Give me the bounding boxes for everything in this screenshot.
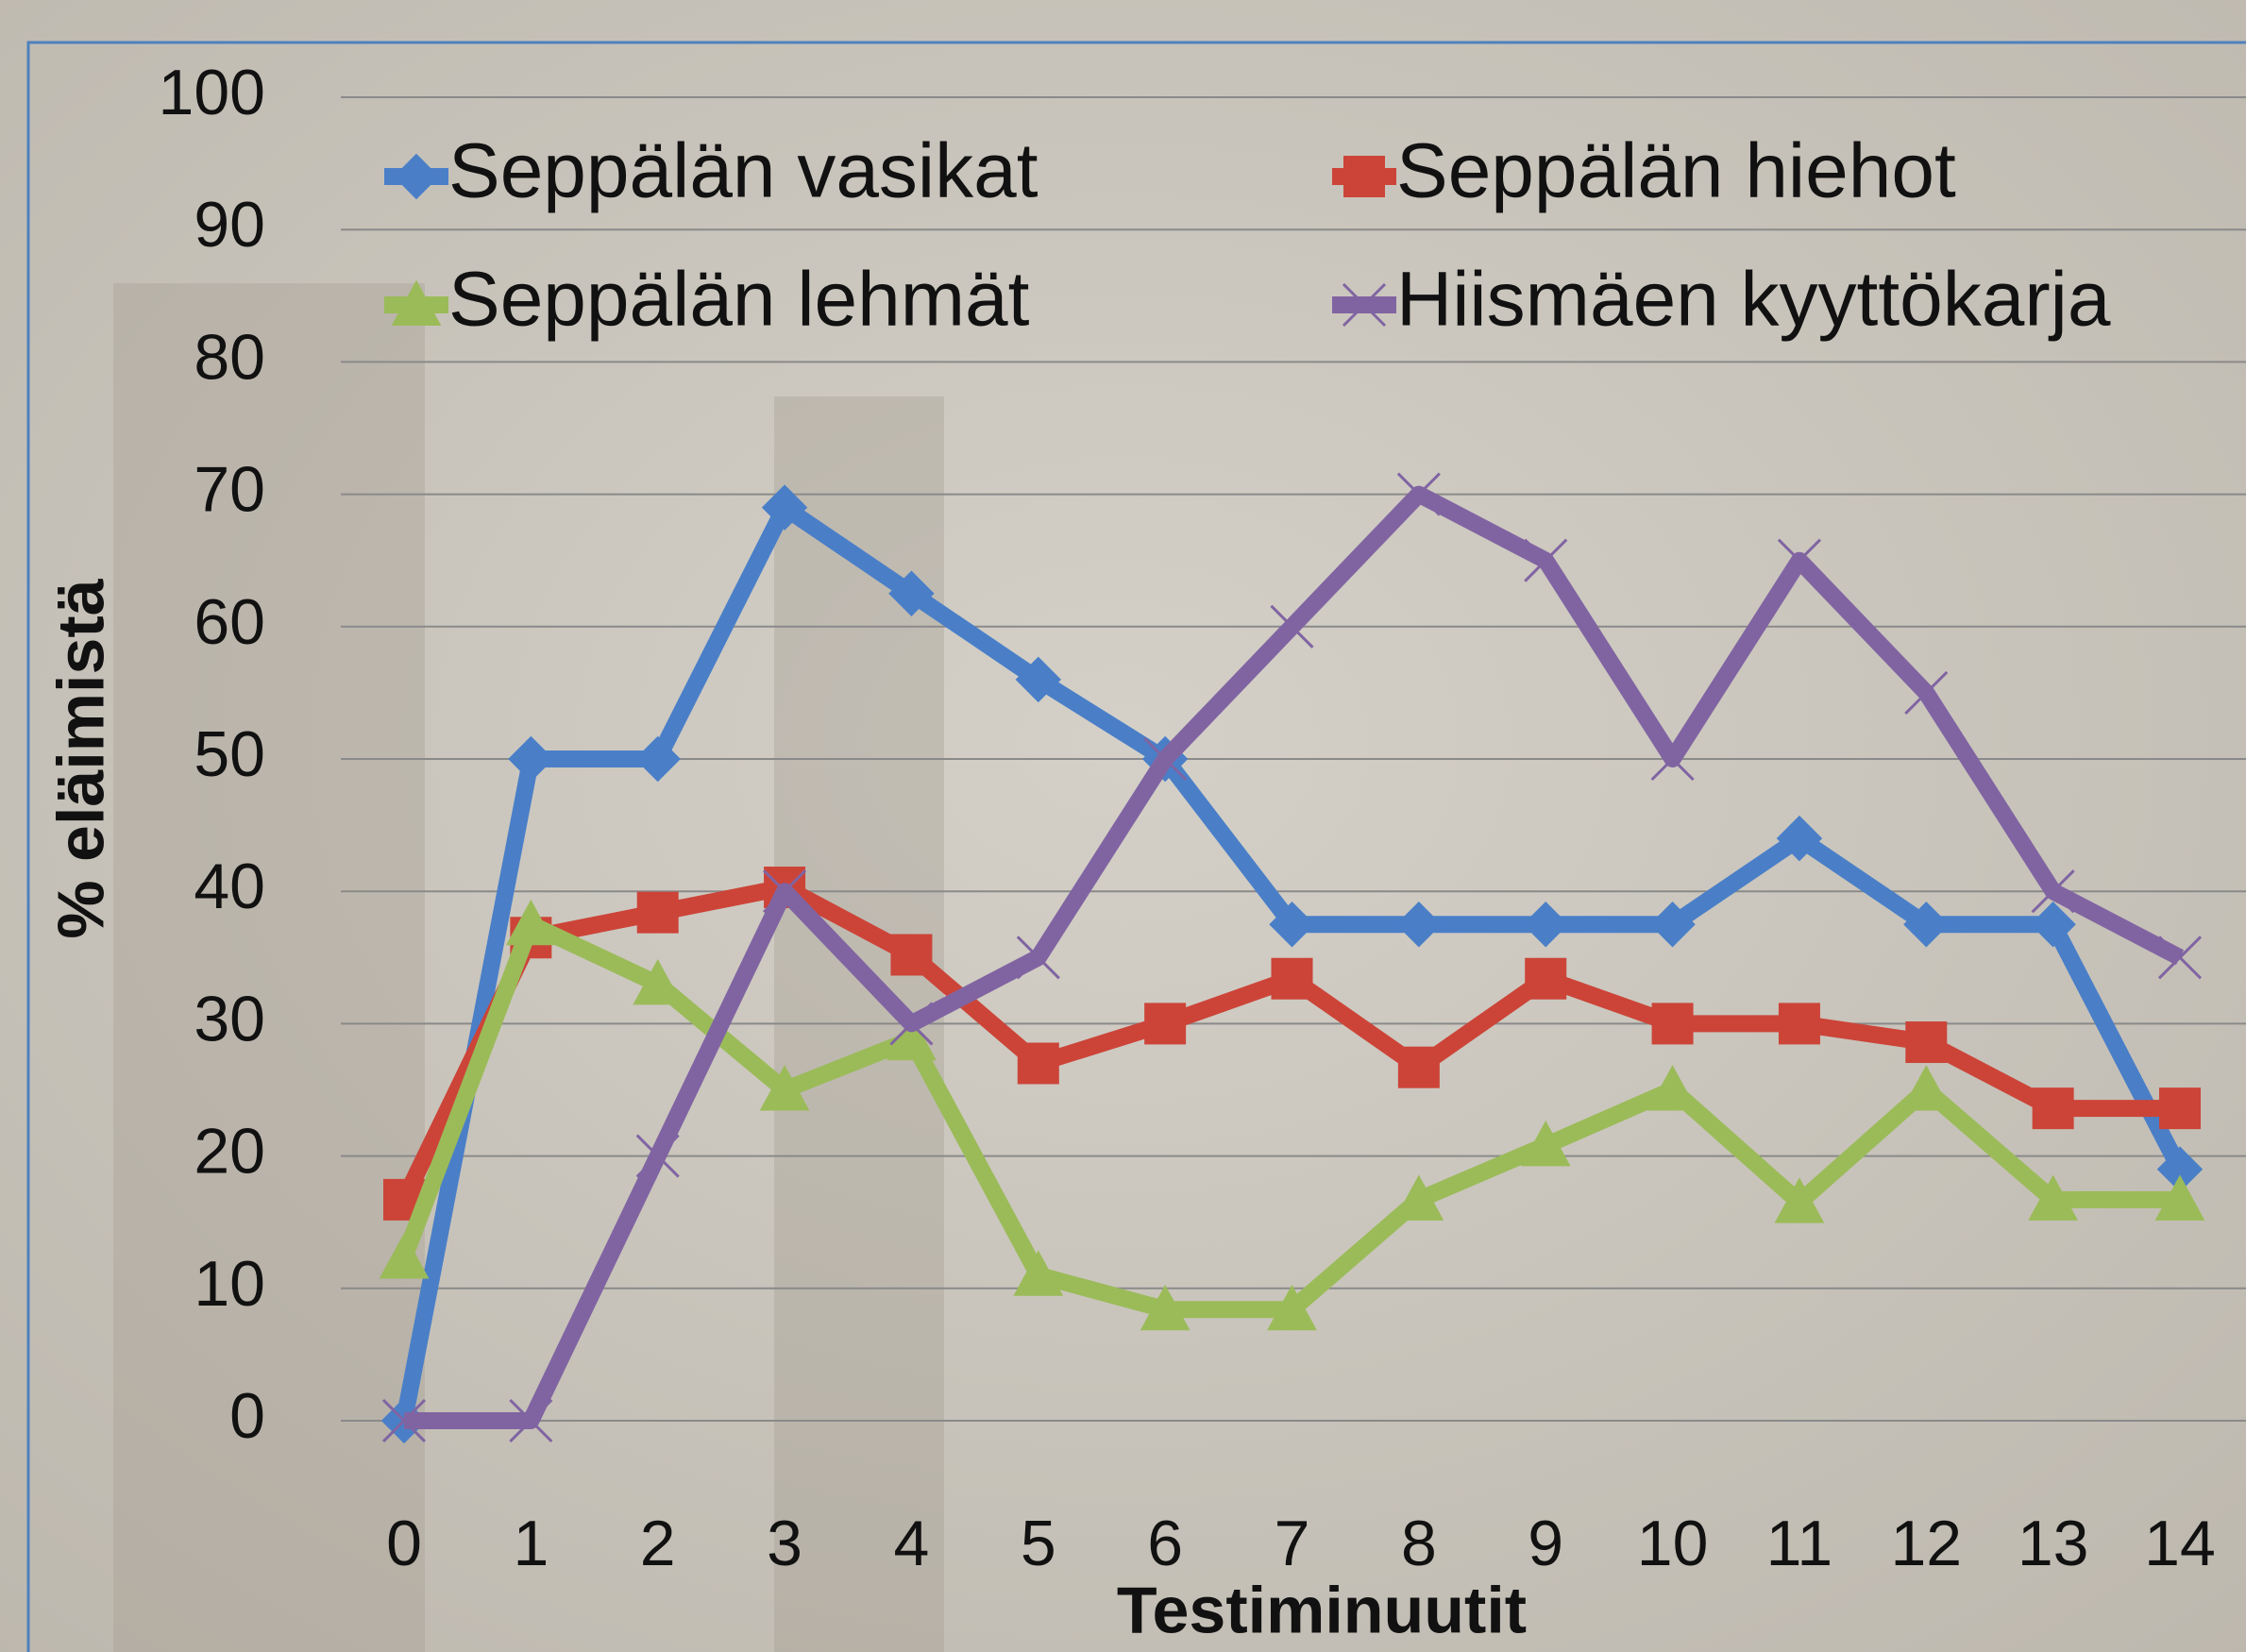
y-axis-title: % eläimistä xyxy=(43,578,117,938)
background-shape xyxy=(113,283,425,1652)
legend-label: Seppälän lehmät xyxy=(448,257,1030,343)
data-point xyxy=(1018,1042,1059,1084)
data-point xyxy=(1272,958,1313,1000)
y-tick-label: 60 xyxy=(194,586,265,658)
x-tick-label: 5 xyxy=(1021,1508,1056,1579)
y-tick-label: 80 xyxy=(194,321,265,393)
x-tick-label: 12 xyxy=(1890,1508,1962,1579)
page: Testiminuutit % eläimistä 01020304050607… xyxy=(0,0,2246,1652)
y-tick-label: 20 xyxy=(194,1116,265,1188)
data-point xyxy=(637,892,679,934)
legend-label: Seppälän vasikat xyxy=(448,128,1039,214)
data-point xyxy=(2159,1087,2201,1129)
x-tick-label: 2 xyxy=(640,1508,676,1579)
y-tick-label: 30 xyxy=(194,983,265,1054)
x-tick-label: 6 xyxy=(1147,1508,1183,1579)
data-point xyxy=(1398,1047,1440,1088)
y-tick-label: 10 xyxy=(194,1248,265,1320)
x-tick-label: 14 xyxy=(2144,1508,2216,1579)
x-tick-label: 1 xyxy=(513,1508,549,1579)
legend-label: Hiismäen kyyttökarja xyxy=(1396,257,2111,343)
x-tick-label: 11 xyxy=(1766,1508,1833,1579)
data-point xyxy=(1652,1003,1694,1044)
legend-marker xyxy=(1343,156,1385,197)
x-tick-label: 3 xyxy=(767,1508,802,1579)
y-tick-label: 50 xyxy=(194,718,265,790)
data-point xyxy=(1144,1003,1186,1044)
y-tick-label: 40 xyxy=(194,851,265,922)
chart: Testiminuutit % eläimistä 01020304050607… xyxy=(0,0,2246,1652)
data-point xyxy=(2033,1087,2074,1129)
x-tick-label: 4 xyxy=(894,1508,930,1579)
data-point xyxy=(890,934,932,975)
x-tick-label: 8 xyxy=(1401,1508,1437,1579)
x-tick-label: 0 xyxy=(386,1508,422,1579)
data-point xyxy=(1525,958,1566,1000)
data-point xyxy=(1905,1021,1947,1063)
data-point xyxy=(1779,1003,1820,1044)
y-tick-label: 100 xyxy=(159,57,265,128)
x-tick-label: 13 xyxy=(2018,1508,2089,1579)
x-tick-label: 9 xyxy=(1528,1508,1563,1579)
x-axis-title: Testiminuutit xyxy=(1117,1573,1527,1646)
x-tick-label: 7 xyxy=(1275,1508,1310,1579)
y-tick-label: 90 xyxy=(194,189,265,261)
legend-label: Seppälän hiehot xyxy=(1396,128,1956,214)
x-tick-label: 10 xyxy=(1637,1508,1709,1579)
y-tick-label: 0 xyxy=(229,1380,265,1452)
y-tick-label: 70 xyxy=(194,454,265,526)
